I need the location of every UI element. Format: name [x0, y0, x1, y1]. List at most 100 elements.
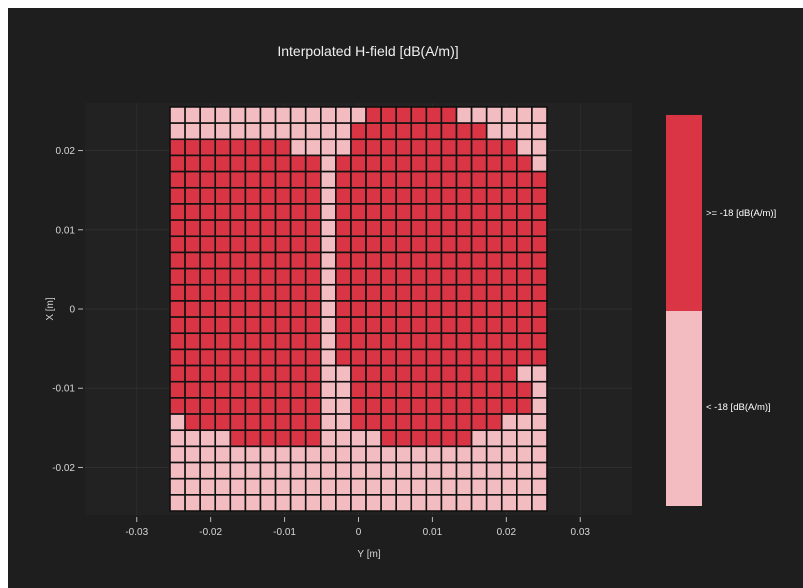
heatmap-cell — [395, 138, 413, 157]
heatmap-cell — [184, 429, 201, 448]
heatmap-cell — [425, 364, 443, 383]
heatmap-cell — [425, 348, 443, 367]
heatmap-cell — [516, 106, 533, 124]
heatmap-cell — [169, 494, 186, 512]
heatmap-cell — [440, 106, 458, 124]
heatmap-cell — [169, 283, 186, 302]
heatmap-cell — [455, 364, 473, 383]
heatmap-cell — [395, 316, 413, 335]
heatmap-cell — [425, 219, 443, 238]
heatmap-cell — [274, 364, 292, 383]
heatmap-cell — [440, 364, 458, 383]
heatmap-cell — [214, 203, 232, 221]
heatmap-cell — [169, 397, 186, 415]
heatmap-cell — [485, 316, 503, 335]
heatmap-cell — [380, 138, 397, 157]
heatmap-cell — [214, 186, 232, 205]
heatmap-cell — [425, 106, 443, 124]
heatmap-cell — [335, 316, 352, 335]
heatmap-cell — [516, 138, 533, 157]
heatmap-cell — [184, 170, 201, 189]
heatmap-cell — [410, 332, 428, 351]
heatmap-cell — [304, 300, 322, 318]
heatmap-cell — [184, 219, 201, 238]
heatmap-cell — [365, 494, 382, 512]
heatmap-cell — [440, 138, 458, 157]
heatmap-cell — [500, 397, 518, 415]
heatmap-cell — [531, 316, 548, 335]
heatmap-cell — [259, 267, 277, 286]
heatmap-cell — [500, 348, 518, 367]
heatmap-cell — [365, 429, 382, 448]
heatmap-cell — [229, 170, 247, 189]
heatmap-cell — [259, 445, 277, 464]
heatmap-cell — [320, 122, 337, 141]
heatmap-cell — [335, 364, 352, 383]
heatmap-cell — [395, 186, 413, 205]
heatmap-cell — [244, 332, 262, 351]
heatmap-cell — [214, 364, 232, 383]
heatmap-cell — [380, 332, 397, 351]
heatmap-cell — [380, 235, 397, 254]
heatmap-cell — [500, 235, 518, 254]
heatmap-cell — [365, 203, 382, 221]
heatmap-cell — [425, 122, 443, 141]
heatmap-cell — [320, 283, 337, 302]
heatmap-cell — [500, 154, 518, 173]
heatmap-cell — [470, 235, 488, 254]
heatmap-cell — [184, 235, 201, 254]
heatmap-cell — [350, 154, 367, 173]
heatmap-cell — [304, 397, 322, 415]
heatmap-cell — [335, 235, 352, 254]
heatmap-cell — [350, 170, 367, 189]
heatmap-cell — [470, 461, 488, 480]
heatmap-cell — [259, 203, 277, 221]
heatmap-cell — [184, 348, 201, 367]
heatmap-cell — [516, 348, 533, 367]
heatmap-cell — [259, 251, 277, 270]
heatmap-cell — [365, 413, 382, 432]
heatmap-cell — [470, 316, 488, 335]
x-axis-label: Y [m] — [357, 549, 380, 560]
heatmap-cell — [229, 364, 247, 383]
heatmap-cell — [304, 461, 322, 480]
heatmap-cell — [516, 235, 533, 254]
heatmap-cell — [335, 332, 352, 351]
heatmap-cell — [500, 477, 518, 496]
heatmap-cell — [184, 364, 201, 383]
heatmap-cell — [365, 267, 382, 286]
heatmap-cell — [440, 316, 458, 335]
heatmap-cell — [500, 106, 518, 124]
heatmap-cell — [289, 316, 307, 335]
heatmap-cell — [320, 397, 337, 415]
heatmap-cell — [229, 203, 247, 221]
heatmap-cell — [259, 397, 277, 415]
heatmap-cell — [244, 283, 262, 302]
heatmap-cell — [229, 494, 247, 512]
heatmap-cell — [470, 380, 488, 399]
heatmap-cell — [365, 122, 382, 141]
heatmap-cell — [516, 267, 533, 286]
heatmap-cell — [289, 445, 307, 464]
heatmap-cell — [425, 203, 443, 221]
heatmap-cell — [470, 364, 488, 383]
heatmap-cell — [229, 316, 247, 335]
heatmap-cell — [199, 235, 217, 254]
heatmap-cell — [440, 122, 458, 141]
heatmap-cell — [470, 429, 488, 448]
heatmap-cell — [289, 364, 307, 383]
heatmap-cell — [440, 397, 458, 415]
heatmap-cell — [365, 235, 382, 254]
heatmap-cell — [500, 186, 518, 205]
heatmap-cell — [470, 397, 488, 415]
x-tick-label: -0.01 — [273, 527, 296, 538]
heatmap-cell — [169, 429, 186, 448]
heatmap-cell — [259, 138, 277, 157]
heatmap-cell — [229, 348, 247, 367]
x-tick-label: 0 — [356, 527, 362, 538]
heatmap-cell — [335, 397, 352, 415]
heatmap-cell — [289, 413, 307, 432]
legend-swatch-high — [666, 115, 702, 311]
heatmap-cell — [244, 251, 262, 270]
heatmap-cell — [516, 316, 533, 335]
